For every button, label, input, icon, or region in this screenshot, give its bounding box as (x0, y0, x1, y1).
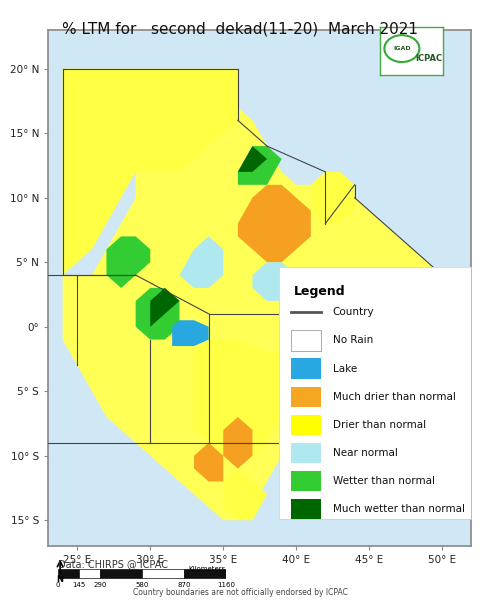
Text: Near normal: Near normal (332, 448, 397, 458)
Polygon shape (237, 146, 281, 185)
FancyBboxPatch shape (290, 358, 321, 379)
Bar (58, 569, 79, 578)
FancyBboxPatch shape (290, 471, 321, 491)
Polygon shape (135, 288, 179, 340)
Text: Data: CHIRPS @ ICPAC: Data: CHIRPS @ ICPAC (58, 559, 168, 569)
FancyBboxPatch shape (290, 331, 321, 350)
Text: Much wetter than normal: Much wetter than normal (332, 504, 464, 514)
Text: 580: 580 (135, 582, 148, 588)
Polygon shape (172, 320, 208, 346)
Polygon shape (150, 288, 179, 326)
Polygon shape (179, 236, 223, 288)
Polygon shape (62, 107, 325, 520)
Polygon shape (193, 443, 223, 481)
Text: Drier than normal: Drier than normal (332, 419, 425, 430)
Text: 145: 145 (72, 582, 85, 588)
Bar (99, 569, 142, 578)
Text: 1160: 1160 (216, 582, 235, 588)
Text: No Rain: No Rain (332, 335, 372, 346)
Polygon shape (223, 417, 252, 469)
Text: Legend: Legend (294, 284, 345, 298)
Text: N: N (57, 575, 63, 583)
Text: 290: 290 (93, 582, 106, 588)
Text: 870: 870 (177, 582, 191, 588)
Text: Country boundaries are not officially endorsed by ICPAC: Country boundaries are not officially en… (133, 588, 347, 597)
Polygon shape (310, 185, 441, 346)
Text: IGAD: IGAD (392, 46, 410, 51)
Polygon shape (237, 146, 266, 172)
Bar (79, 569, 99, 578)
Polygon shape (106, 236, 150, 288)
Text: ICPAC: ICPAC (414, 54, 442, 63)
Text: % LTM for   second  dekad(11-20)  March 2021: % LTM for second dekad(11-20) March 2021 (62, 21, 418, 36)
Polygon shape (223, 469, 266, 520)
Polygon shape (237, 185, 310, 262)
FancyBboxPatch shape (290, 443, 321, 463)
Bar (183, 569, 226, 578)
Polygon shape (193, 340, 296, 469)
Text: Lake: Lake (332, 364, 356, 374)
Polygon shape (252, 262, 296, 301)
Polygon shape (310, 172, 354, 223)
Text: 0: 0 (55, 582, 60, 588)
FancyBboxPatch shape (290, 415, 321, 435)
Text: Kilometers: Kilometers (189, 566, 226, 572)
FancyBboxPatch shape (290, 386, 321, 407)
FancyBboxPatch shape (290, 499, 321, 519)
Text: Wetter than normal: Wetter than normal (332, 476, 434, 486)
Text: Much drier than normal: Much drier than normal (332, 392, 455, 401)
Polygon shape (281, 288, 325, 340)
Bar (142, 569, 183, 578)
Text: Country: Country (332, 307, 374, 317)
Polygon shape (62, 69, 237, 275)
Polygon shape (325, 301, 354, 326)
